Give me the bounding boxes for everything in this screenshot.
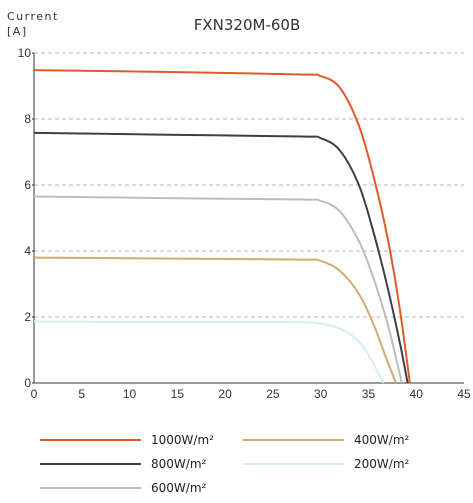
x-tick-label: 40 <box>410 387 424 401</box>
x-tick-label: 10 <box>123 387 137 401</box>
x-tick-label: 15 <box>171 387 185 401</box>
x-tick-label: 20 <box>218 387 232 401</box>
x-tick-label: 25 <box>266 387 280 401</box>
series-line-400w-m <box>33 256 398 384</box>
x-tick-label: 0 <box>31 387 38 401</box>
x-tick-label: 30 <box>314 387 328 401</box>
y-tick-labels: 0 2 4 6 8 10 <box>18 46 34 390</box>
y-tick-label: 4 <box>24 244 31 258</box>
x-tick-label: 5 <box>78 387 85 401</box>
series-line-200w-m <box>33 320 385 384</box>
legend-label: 400W/m² <box>354 433 410 447</box>
y-axis-label-line1: Current <box>7 10 59 23</box>
y-tick-label: 6 <box>24 178 31 192</box>
x-tick-label: 45 <box>457 387 471 401</box>
x-tick-labels: 0 5 10 15 20 25 30 35 40 45 <box>31 387 471 401</box>
series-line-600w-m <box>33 195 403 384</box>
legend-label: 1000W/m² <box>151 433 214 447</box>
y-tick-label: 10 <box>18 46 32 60</box>
x-tick-label: 35 <box>362 387 376 401</box>
chart-title: FXN320M-60B <box>194 16 301 34</box>
legend: 1000W/m² 800W/m² 600W/m² 400W/m² 200W/m² <box>40 433 410 495</box>
legend-label: 200W/m² <box>354 457 410 471</box>
y-axis-label-line2: [A] <box>7 25 28 38</box>
axes <box>33 53 464 384</box>
grid-lines <box>34 52 464 318</box>
y-tick-label: 2 <box>24 310 31 324</box>
y-tick-label: 8 <box>24 112 31 126</box>
legend-label: 800W/m² <box>151 457 207 471</box>
y-tick-label: 0 <box>24 376 31 390</box>
series-line-1000w-m <box>33 69 411 384</box>
series-group <box>33 69 411 384</box>
series-line-800w-m <box>33 131 409 384</box>
legend-label: 600W/m² <box>151 481 207 495</box>
